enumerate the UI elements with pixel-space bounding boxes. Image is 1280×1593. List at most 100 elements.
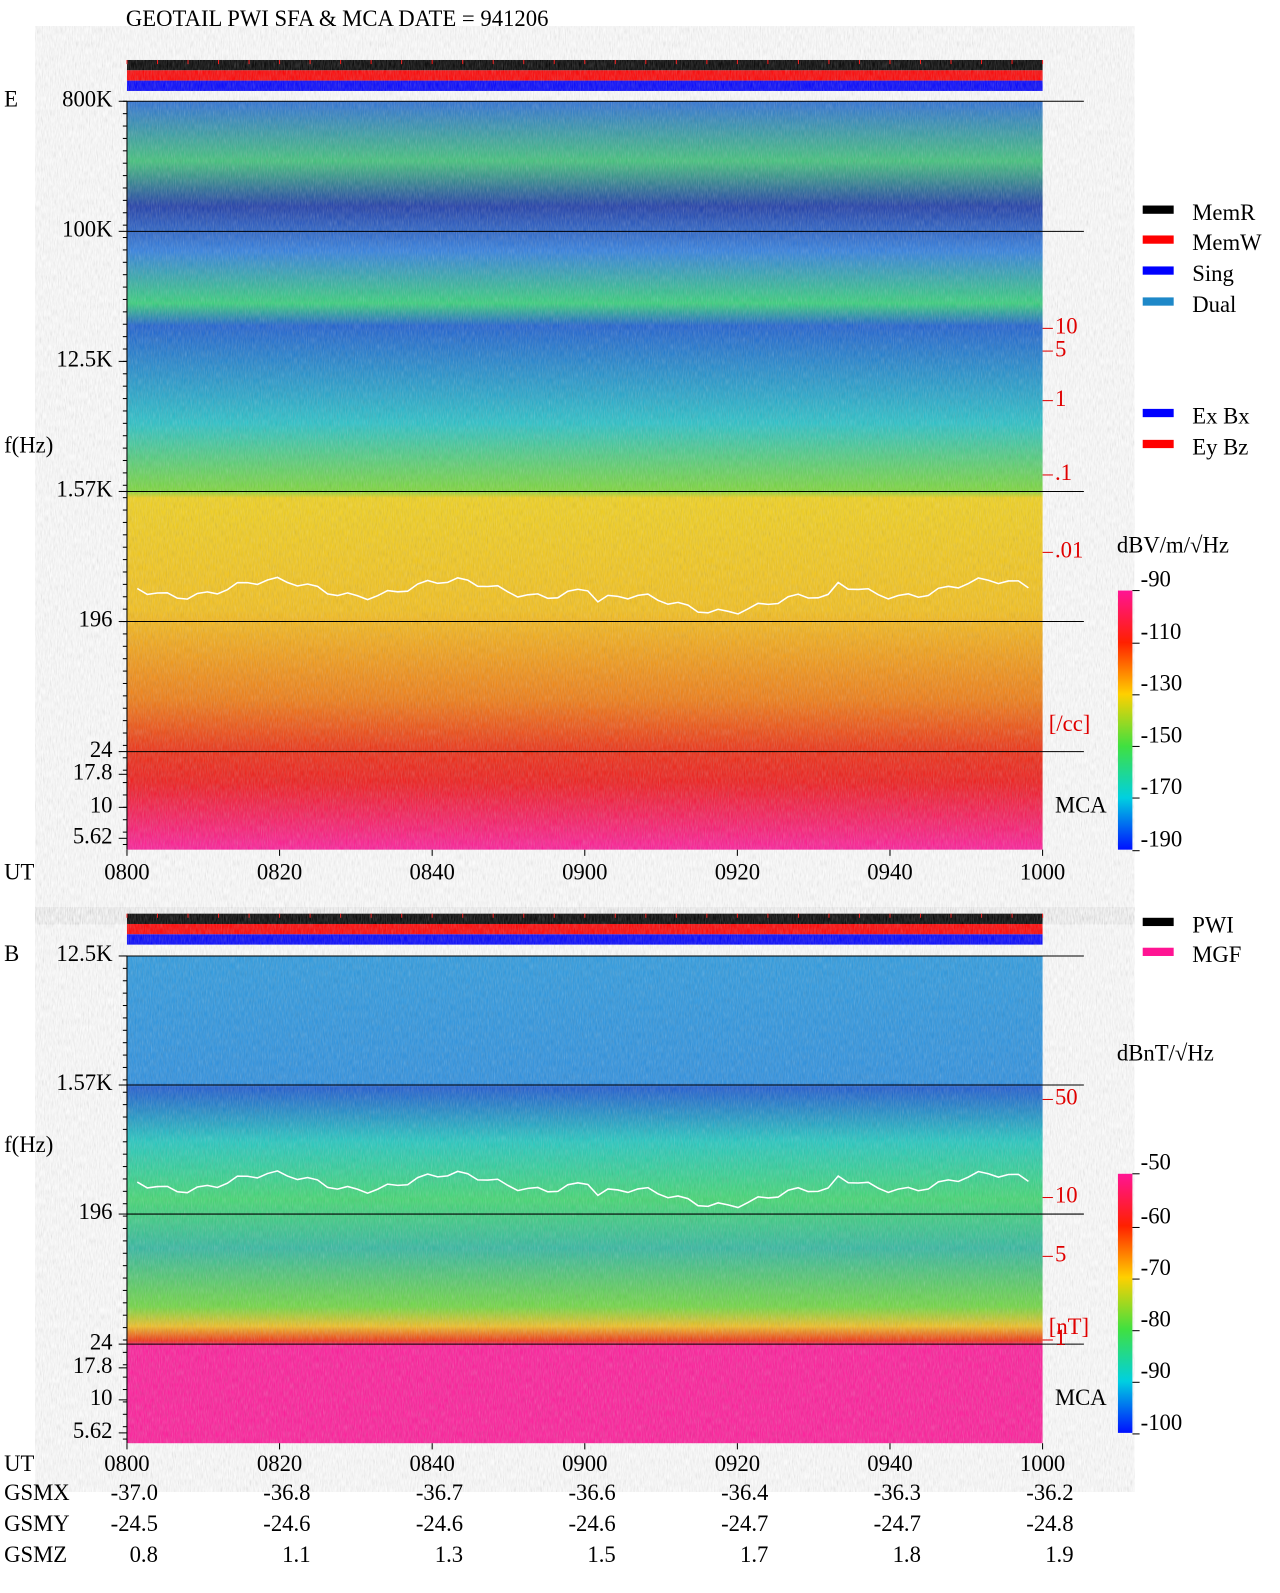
freq-tick-label: 196 — [78, 607, 112, 632]
colorbar-tick-label: -80 — [1141, 1307, 1171, 1332]
y-axis-label: f(Hz) — [4, 1132, 53, 1157]
legend-swatch — [1142, 408, 1174, 418]
freq-tick-label: 1.57K — [56, 477, 113, 502]
orbit-value: -24.6 — [568, 1511, 615, 1536]
orbit-label: GSMZ — [4, 1542, 67, 1567]
legend-label: PWI — [1192, 912, 1234, 937]
freq-tick-label: 24 — [90, 1329, 113, 1354]
spectrogram-texture — [126, 955, 1043, 1444]
mca-label: MCA — [1055, 793, 1107, 818]
plots: Ef(Hz)800K100K12.5K1.57K1962417.8105.62U… — [4, 59, 1262, 1567]
colorbar-tick-label: -60 — [1141, 1203, 1171, 1228]
orbit-value: 1.7 — [740, 1542, 768, 1567]
colorbar-unit: dBV/m/√Hz — [1117, 532, 1229, 557]
time-tick-label: 1000 — [1020, 1451, 1065, 1476]
legend-label: MemR — [1192, 200, 1256, 225]
status-bar — [126, 59, 1043, 71]
time-tick-label: 0900 — [562, 1451, 607, 1476]
colorbar-tick-label: -50 — [1141, 1150, 1171, 1175]
freq-tick-label: 12.5K — [56, 941, 113, 966]
freq-tick-label: 10 — [90, 793, 113, 818]
status-bar — [126, 70, 1043, 81]
orbit-value: -24.6 — [416, 1511, 463, 1536]
density-tick-label: 50 — [1055, 1085, 1078, 1110]
time-tick-label: 0820 — [257, 1451, 302, 1476]
orbit-value: -37.0 — [111, 1480, 158, 1505]
density-tick-label: 1 — [1055, 1325, 1066, 1350]
legend-swatch — [1142, 235, 1174, 244]
orbit-value: -36.7 — [416, 1480, 463, 1505]
colorbar — [1117, 1173, 1133, 1433]
legend-label: MGF — [1192, 942, 1241, 967]
time-tick-label: 0940 — [867, 1451, 912, 1476]
density-tick-label: 10 — [1055, 1183, 1078, 1208]
legend-swatch — [1142, 266, 1174, 275]
orbit-label: GSMY — [4, 1511, 70, 1536]
time-tick-label: 0800 — [104, 1451, 149, 1476]
density-tick-label: 5 — [1055, 1242, 1066, 1267]
colorbar-tick-label: -90 — [1141, 566, 1171, 591]
plasma-line — [136, 576, 1029, 615]
colorbar-tick-label: -110 — [1141, 619, 1182, 644]
freq-tick-label: 196 — [78, 1199, 112, 1224]
colorbar — [1117, 590, 1133, 850]
spectrogram-texture — [126, 101, 1043, 850]
time-label: UT — [4, 1451, 34, 1476]
legend-label: MemW — [1192, 230, 1262, 255]
freq-tick-label: 17.8 — [73, 1353, 113, 1378]
status-bar — [126, 923, 1043, 935]
orbit-value: 1.3 — [435, 1542, 463, 1567]
orbit-value: 1.9 — [1045, 1542, 1073, 1567]
density-unit: [nT] — [1049, 1314, 1089, 1339]
legend-swatch — [1142, 917, 1174, 927]
freq-tick-label: 5.62 — [73, 824, 113, 849]
orbit-value: 0.8 — [130, 1542, 158, 1567]
legend-label: Dual — [1192, 292, 1236, 317]
density-tick-label: 1 — [1055, 386, 1066, 411]
orbit-value: 1.1 — [282, 1542, 310, 1567]
colorbar-tick-label: -70 — [1141, 1255, 1171, 1280]
density-unit: [/cc] — [1049, 711, 1091, 736]
orbit-value: -36.3 — [874, 1480, 921, 1505]
time-tick-label: 0840 — [409, 1451, 454, 1476]
time-label: UT — [4, 860, 34, 885]
orbit-value: -36.8 — [263, 1480, 310, 1505]
colorbar-tick-label: -100 — [1141, 1410, 1183, 1435]
time-tick-label: 1000 — [1020, 860, 1065, 885]
legend-swatch — [1142, 439, 1174, 449]
orbit-label: GSMX — [4, 1480, 70, 1505]
status-bar — [126, 913, 1043, 924]
freq-tick-label: 5.62 — [73, 1418, 113, 1443]
orbit-value: -24.7 — [874, 1511, 921, 1536]
title: GEOTAIL PWI SFA & MCA DATE = 941206 — [126, 6, 549, 31]
orbit-value: -24.8 — [1026, 1511, 1073, 1536]
colorbar-tick-label: -130 — [1141, 671, 1183, 696]
colorbar-tick-label: -190 — [1141, 827, 1183, 852]
legend-swatch — [1142, 947, 1174, 956]
colorbar-tick-label: -150 — [1141, 722, 1183, 747]
status-bar — [126, 80, 1043, 91]
time-tick-label: 0800 — [104, 860, 149, 885]
orbit-value: -24.7 — [721, 1511, 768, 1536]
legend-label: Ey Bz — [1192, 434, 1248, 459]
time-tick-label: 0920 — [715, 1451, 760, 1476]
freq-tick-label: 12.5K — [56, 347, 113, 372]
y-axis-label: f(Hz) — [4, 432, 53, 457]
freq-tick-label: 17.8 — [73, 760, 113, 785]
panel-label: B — [4, 941, 19, 966]
density-tick-label: 10 — [1055, 314, 1078, 339]
plasma-line — [136, 1170, 1029, 1209]
colorbar-tick-label: -90 — [1141, 1358, 1171, 1383]
freq-tick-label: 1.57K — [56, 1070, 113, 1095]
density-tick-label: .01 — [1055, 538, 1083, 563]
orbit-value: 1.5 — [587, 1542, 615, 1567]
time-tick-label: 0900 — [562, 860, 607, 885]
orbit-value: -24.6 — [263, 1511, 310, 1536]
freq-tick-label: 10 — [90, 1385, 113, 1410]
legend-swatch — [1142, 205, 1174, 214]
density-tick-label: 5 — [1055, 336, 1066, 361]
time-tick-label: 0940 — [867, 860, 912, 885]
freq-tick-label: 800K — [62, 86, 113, 111]
orbit-value: -36.2 — [1026, 1480, 1073, 1505]
